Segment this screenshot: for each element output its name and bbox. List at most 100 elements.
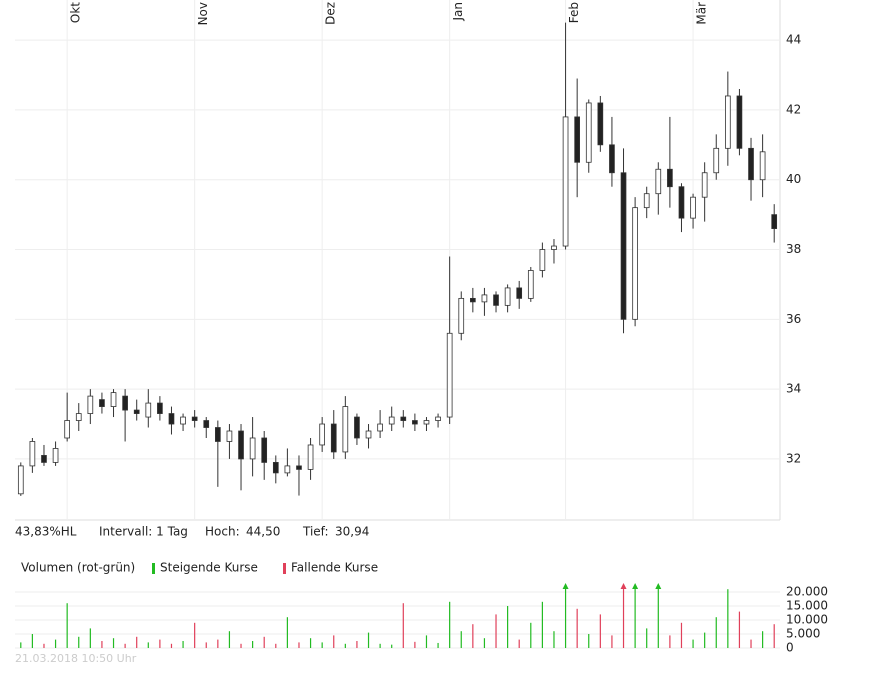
- candle-body: [330, 423, 337, 453]
- candle-body: [180, 416, 186, 425]
- volume-bar: [669, 635, 671, 648]
- legend-label: Steigende Kurse: [160, 561, 258, 575]
- volume-bar: [553, 631, 555, 648]
- y-tick-label: 42: [786, 102, 801, 116]
- candle-body: [423, 420, 430, 425]
- y-tick-label: 5.000: [786, 626, 820, 640]
- volume-bar: [518, 639, 520, 648]
- candle-body: [307, 444, 314, 470]
- volume-bar: [611, 635, 613, 648]
- volume-bar: [738, 611, 741, 648]
- overflow-arrow: [620, 583, 627, 589]
- volume-bar: [136, 636, 138, 648]
- y-tick-label: 40: [786, 172, 801, 186]
- y-tick-label: 0: [786, 640, 794, 654]
- candle-body: [354, 416, 360, 439]
- volume-bar: [170, 643, 173, 648]
- candle-body: [365, 430, 372, 439]
- volume-bar: [425, 635, 428, 648]
- candle-body: [481, 294, 488, 303]
- volume-bar: [715, 617, 717, 648]
- volume-bar: [217, 639, 219, 648]
- hl: 43,83%HL: [15, 525, 77, 539]
- candle-body: [655, 168, 662, 195]
- candle-body: [133, 409, 140, 414]
- x-tick-label: Nov: [196, 2, 210, 25]
- candle-body: [41, 455, 47, 463]
- candle-body: [157, 402, 163, 414]
- candle-body: [667, 168, 673, 188]
- candle-body: [249, 437, 256, 460]
- volume-bar: [379, 643, 381, 648]
- volume-bar: [588, 633, 590, 648]
- volume-bar: [657, 586, 659, 648]
- volume-bar: [194, 622, 196, 648]
- candle-body: [261, 437, 268, 463]
- candle-body: [168, 413, 175, 425]
- candle-body: [458, 297, 465, 334]
- candle-body: [203, 420, 210, 428]
- volume-bar: [31, 633, 33, 648]
- volume-bar: [78, 636, 80, 648]
- y-tick-label: 34: [786, 382, 801, 396]
- volume-bar: [159, 639, 161, 648]
- overflow-arrow: [655, 583, 662, 589]
- volume-bar: [333, 635, 335, 648]
- candle-body: [609, 144, 615, 174]
- candle-body: [238, 430, 244, 460]
- candle-body: [759, 151, 766, 181]
- candle-body: [191, 416, 198, 421]
- legend-swatch: [152, 563, 155, 574]
- volume-bar: [564, 586, 567, 648]
- candle-body: [701, 172, 708, 198]
- legend-swatch: [283, 563, 286, 574]
- y-tick-label: 44: [786, 33, 801, 47]
- volume-bar: [437, 642, 439, 648]
- volume-bar: [309, 638, 312, 648]
- volume-bar: [507, 606, 509, 648]
- candle-body: [122, 395, 128, 411]
- candle-body: [226, 430, 233, 442]
- candle-body: [620, 172, 627, 320]
- x-tick-label: Feb: [567, 2, 581, 23]
- volume-bar: [530, 622, 532, 648]
- volume-bar: [576, 608, 578, 648]
- candle-body: [470, 297, 476, 303]
- volume-bar: [599, 614, 601, 648]
- y-tick-label: 32: [786, 451, 801, 465]
- candle-body: [110, 392, 117, 407]
- volume-bar: [112, 638, 115, 648]
- volume-bar: [414, 641, 416, 648]
- volume-bar: [147, 642, 149, 648]
- candle-body: [17, 465, 24, 495]
- x-tick-label: Jan: [451, 2, 465, 22]
- candle-body: [527, 270, 534, 299]
- volume-bar: [228, 631, 231, 648]
- candle-body: [539, 249, 546, 271]
- candle-body: [493, 294, 499, 306]
- y-tick-label: 20.000: [786, 585, 828, 599]
- volume-bar: [263, 636, 265, 648]
- volume-bar: [495, 614, 497, 648]
- overflow-arrow: [562, 583, 569, 589]
- volume-bar: [54, 639, 57, 648]
- overflow-arrow: [632, 583, 639, 589]
- candle-body: [597, 102, 604, 146]
- volume-bar: [680, 622, 683, 648]
- low-label: Tief:: [302, 525, 329, 539]
- candle-body: [632, 207, 638, 320]
- candle-body: [435, 416, 441, 421]
- volume-bar: [750, 639, 752, 648]
- candle-body: [272, 462, 279, 474]
- high-value: 44,50: [246, 525, 280, 539]
- volume-bar: [402, 603, 404, 648]
- volume-bar: [460, 631, 462, 648]
- candle-body: [52, 448, 59, 463]
- candle-body: [736, 95, 743, 149]
- volume-bar: [646, 628, 648, 648]
- candle-body: [504, 287, 511, 306]
- candle-body: [446, 332, 453, 418]
- x-tick-label: Okt: [69, 2, 83, 23]
- volume-bar: [773, 624, 775, 648]
